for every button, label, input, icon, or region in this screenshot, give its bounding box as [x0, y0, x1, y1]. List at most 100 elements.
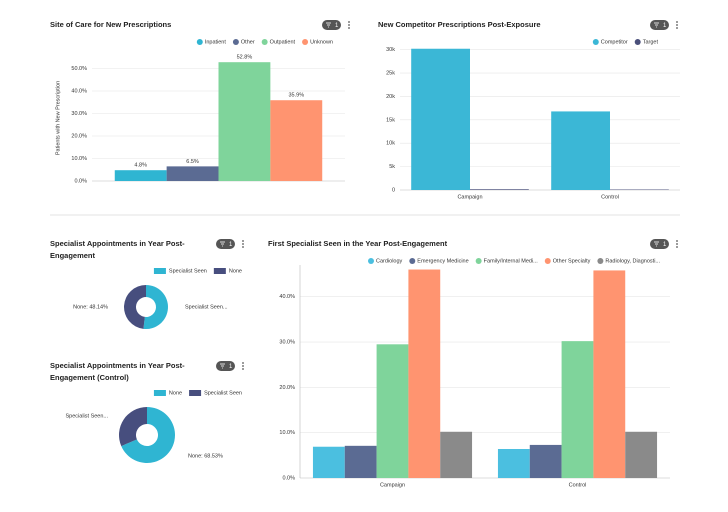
badge-count: 1 [229, 242, 233, 248]
legend-marker [592, 39, 599, 45]
y-tick-label: 30.0% [279, 339, 295, 345]
bar [470, 189, 529, 190]
legend-label: Specialist Seen [204, 390, 242, 396]
filter-badge[interactable]: 1 [216, 361, 235, 371]
y-tick-label: 10.0% [279, 430, 295, 436]
slice-label: Specialist Seen... [66, 413, 109, 419]
bar [312, 446, 345, 478]
more-menu[interactable] [242, 240, 244, 248]
bar [218, 62, 271, 182]
bar [593, 270, 626, 478]
y-tick-label: 15k [386, 117, 395, 123]
filter-badge[interactable]: 1 [322, 20, 341, 30]
y-tick-label: 20.0% [279, 385, 295, 391]
value-label: 35.9% [288, 93, 304, 99]
y-tick-label: 10.0% [71, 156, 87, 162]
legend-label: None [169, 390, 182, 396]
value-label: 4.8% [134, 163, 147, 169]
y-tick-label: 0.0% [282, 475, 295, 481]
bar [529, 444, 562, 478]
legend-swatch [153, 268, 166, 274]
y-tick-label: 5k [389, 164, 395, 170]
badge-bg [216, 239, 235, 249]
chart-title: Specialist Appointments in Year Post-Eng… [50, 361, 185, 382]
bar [344, 445, 377, 478]
legend-label: Unknown [310, 39, 333, 45]
y-tick-label: 20.0% [71, 133, 87, 139]
legend-label: Inpatient [205, 39, 227, 45]
y-axis-label: Patients with New Prescription [55, 81, 61, 155]
menu-dot [242, 246, 244, 248]
legend-marker [597, 258, 604, 264]
legend-marker [368, 258, 374, 264]
legend-swatch [189, 390, 202, 396]
chart-title: Site of Care for New Prescriptions [50, 20, 172, 29]
legend-swatch [153, 390, 166, 396]
value-label: 52.8% [237, 55, 253, 61]
chart-title: Specialist Appointments in Year Post-Eng… [50, 239, 185, 260]
legend-marker [232, 39, 239, 45]
legend-marker [261, 39, 268, 45]
menu-dot [242, 362, 244, 364]
bar [551, 111, 610, 190]
badge-count: 1 [663, 242, 667, 248]
legend: Inpatient Other Outpatient Unknown [196, 39, 333, 45]
donut-slice [143, 285, 168, 329]
menu-dot [242, 368, 244, 370]
y-tick-label: 25k [386, 71, 395, 77]
slice-label: None: 68.53% [188, 453, 223, 459]
legend-label: None [229, 268, 242, 274]
filter-badge[interactable]: 1 [216, 239, 235, 249]
filter-badge[interactable]: 1 [650, 20, 669, 30]
x-tick-label: Campaign [380, 482, 405, 488]
badge-count: 1 [335, 23, 339, 29]
x-tick-label: Control [601, 194, 619, 200]
legend: Cardiology Emergency Medicine Family/Inter… [368, 258, 660, 264]
y-tick-label: 40.0% [71, 88, 87, 94]
more-menu[interactable] [676, 240, 678, 248]
menu-dot [676, 243, 678, 245]
legend-label: Specialist Seen [169, 268, 207, 274]
bar [440, 431, 473, 478]
bar [270, 100, 323, 181]
donut-slice [123, 285, 146, 329]
legend: Specialist Seen None [153, 268, 242, 274]
menu-dot [676, 27, 678, 29]
badge-count: 1 [229, 364, 233, 370]
chart-title: First Specialist Seen in the Year Post-E… [268, 239, 448, 248]
legend-label: Other [241, 39, 255, 45]
bar [114, 170, 167, 181]
legend-label: Target [643, 39, 659, 45]
menu-dot [348, 21, 350, 23]
bar [497, 448, 530, 478]
slice-label: Specialist Seen... [185, 304, 228, 310]
y-tick-label: 0.0% [74, 178, 87, 184]
y-tick-label: 20k [386, 94, 395, 100]
y-tick-label: 50.0% [71, 66, 87, 72]
legend-label: Family/Internal Medi... [484, 258, 539, 264]
legend-marker [409, 258, 416, 264]
more-menu[interactable] [348, 21, 350, 29]
menu-dot [242, 365, 244, 367]
legend-label: Emergency Medicine [417, 258, 468, 264]
bar [411, 48, 470, 190]
bar [376, 344, 409, 478]
menu-dot [242, 240, 244, 242]
badge-bg [216, 361, 235, 371]
legend-marker [196, 39, 203, 45]
y-tick-label: 30k [386, 47, 395, 53]
filter-badge[interactable]: 1 [650, 239, 669, 249]
value-label: 6.5% [186, 159, 199, 165]
badge-count: 1 [663, 23, 667, 29]
bar [561, 341, 594, 478]
more-menu[interactable] [242, 362, 244, 370]
legend: Competitor Target [592, 39, 659, 45]
bar [408, 269, 441, 478]
y-tick-label: 30.0% [71, 111, 87, 117]
legend-label: Other Specialty [553, 258, 591, 264]
badge-bg [322, 20, 341, 30]
more-menu[interactable] [676, 21, 678, 29]
menu-dot [676, 246, 678, 248]
